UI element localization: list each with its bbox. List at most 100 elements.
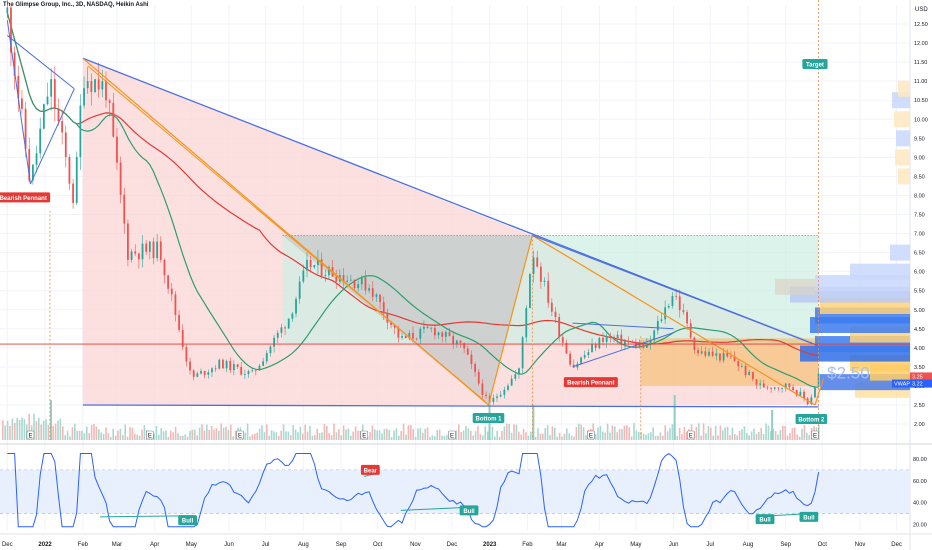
volume-bar [354,426,357,440]
candle-body [13,52,16,76]
volume-bar [496,430,498,440]
volume-bar [126,436,129,440]
candle-body [185,347,188,362]
volume-bar [273,431,275,440]
volume-bar [263,432,266,440]
candle-body [539,266,542,282]
volume-bar [194,429,196,440]
event-marker: E [148,434,152,440]
rsi-label-2-bg [459,505,479,516]
candle-body [554,311,557,318]
x-tick-label: Sep [780,542,791,548]
rsi-tick-label: 20.00 [913,523,927,529]
candle-body [415,338,418,340]
volume-bar [510,432,513,440]
candle-body [788,383,791,388]
candle-body [781,388,783,390]
volume-bar [645,434,647,440]
volume-bar [638,431,640,440]
volume-bar [743,426,746,440]
volume-bar [563,433,566,440]
candle-body [397,327,400,338]
event-marker-bg [26,430,35,440]
volume-bar [107,433,110,440]
volume-bar [472,435,474,440]
candle-body [284,327,286,329]
volume-bar [522,428,525,440]
candle-body [61,121,64,133]
volume-bar [206,424,208,440]
volume-bar [222,427,225,440]
volume-bar [400,430,402,440]
volume-bar [597,427,599,440]
x-tick-label: 2023 [483,542,497,548]
volume-bar [134,433,136,440]
candle-body [452,336,455,345]
candle-body [784,383,787,389]
volume-bar [386,428,388,440]
volume-bar [249,436,251,440]
candle-body [295,298,297,314]
volume-bar [686,432,688,440]
volume-bar [626,425,628,440]
volume-bar [729,435,731,440]
candle-body [675,295,678,297]
volume-bar [594,433,597,440]
pattern-leg-4 [814,378,825,406]
volume-bar [158,434,160,440]
candle-body [521,337,524,369]
candle-body [280,327,283,333]
candle-body [21,98,23,109]
volume-bar [86,426,88,440]
candle-body [561,337,564,343]
volume-bar [98,429,100,440]
candle-body [222,359,224,369]
candle-body [759,383,762,385]
candle-body [141,243,144,260]
candle-body [810,397,813,405]
volume-bar [9,425,11,440]
volume-bar [160,428,162,440]
volume-bar [35,421,38,440]
volume-bar [803,424,806,440]
label-bearish-pennant-1-bg [0,192,51,203]
volume-bar [66,430,69,440]
candle-body [200,370,202,374]
volume-bar [33,413,35,440]
candle-body [203,370,206,375]
volume-bar [328,433,330,440]
candle-body [317,259,319,266]
volume-bar [546,425,549,440]
volume-bar [47,424,50,440]
volume-bar [777,434,779,440]
candle-body [708,351,710,356]
candle-body [499,394,502,397]
y-tick-label: 11.50 [914,60,927,66]
volume-bar [62,426,64,440]
candle-body [697,349,699,354]
candle-body [247,371,250,375]
volume-bar [602,431,604,440]
volume-bar [45,419,47,440]
candle-body [814,386,816,398]
volume-bar [59,418,62,440]
candle-body [90,80,93,92]
candle-body [28,149,31,181]
volume-bar [93,424,95,440]
candle-body [349,279,352,281]
volume-bar [129,427,131,440]
volume-bar [484,426,486,440]
volume-bar [429,436,431,440]
x-tick-label: Sep [336,542,347,548]
volume-bar [753,428,755,440]
volume-bar [657,435,659,440]
volume-bar [95,426,98,440]
volume-bar [2,420,4,440]
candle-body [265,353,268,362]
candle-body [510,378,513,386]
volume-bar [741,429,743,440]
candle-body [368,288,371,291]
axes: USD2.002.503.003.504.004.505.005.506.006… [2,7,932,548]
candle-body [273,337,275,347]
